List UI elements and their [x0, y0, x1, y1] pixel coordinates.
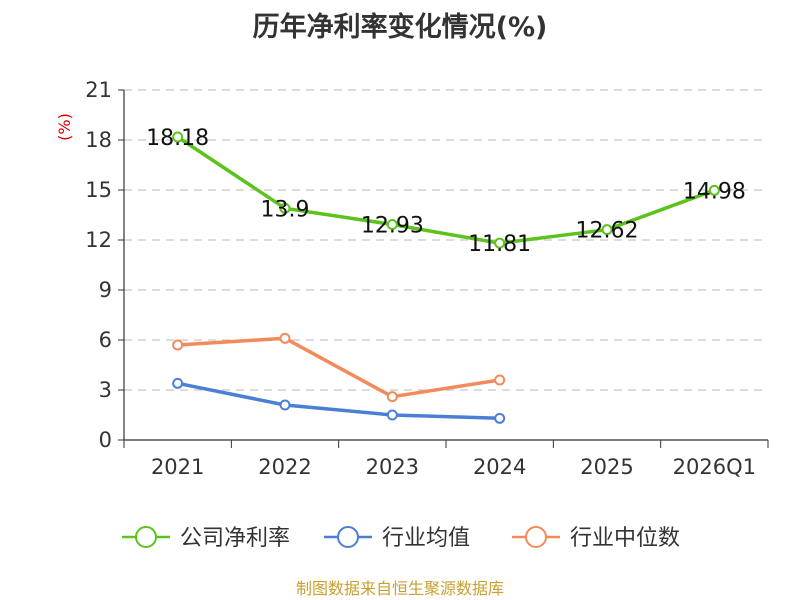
data-label: 11.81: [468, 232, 531, 257]
x-tick-label: 2024: [473, 455, 526, 479]
data-point[interactable]: [279, 202, 291, 214]
data-label: 14.98: [683, 179, 746, 204]
series-line-0: [175, 135, 717, 245]
legend-label: 行业均值: [382, 526, 470, 551]
y-tick-label: 9: [99, 278, 112, 302]
series-layer: 18.18 13.9 12.93 11.81 12.62 14.98: [146, 126, 746, 424]
data-point[interactable]: [494, 237, 506, 249]
y-tick-label: 12: [85, 228, 112, 252]
data-point[interactable]: [494, 412, 506, 424]
x-tick-label: 2022: [258, 455, 311, 479]
grid-lines: [124, 89, 768, 391]
y-tick-label: 15: [85, 178, 112, 202]
data-label: 12.93: [361, 214, 424, 239]
y-tick-label: 18: [85, 128, 112, 152]
source-note: 制图数据来自恒生聚源数据库: [296, 579, 504, 598]
data-point[interactable]: [386, 391, 398, 403]
axes: 0 3 6 9 12 15 18 21 2021 2022 2023 2024 2025 2026Q1: [85, 78, 769, 479]
x-tick-label: 2025: [580, 455, 633, 479]
data-point[interactable]: [172, 377, 184, 389]
chart-title: 历年净利率变化情况(%): [253, 11, 548, 43]
y-tick-label: 21: [85, 78, 112, 102]
legend-label: 公司净利率: [180, 526, 290, 551]
y-tick-label: 0: [99, 428, 112, 452]
legend-item[interactable]: 行业均值: [324, 526, 470, 551]
data-point[interactable]: [386, 219, 398, 230]
data-point[interactable]: [172, 339, 184, 351]
x-tick-label: 2023: [366, 455, 419, 479]
data-point[interactable]: [386, 409, 398, 421]
data-point[interactable]: [494, 374, 506, 386]
legend[interactable]: 公司净利率 行业均值 行业中位数: [122, 526, 680, 551]
data-point[interactable]: [279, 332, 291, 344]
y-tick-label: 6: [99, 328, 112, 352]
data-point[interactable]: [172, 131, 184, 143]
legend-item[interactable]: 行业中位数: [512, 526, 680, 551]
data-label: 18.18: [146, 126, 209, 151]
legend-item[interactable]: 公司净利率: [122, 526, 290, 551]
data-point[interactable]: [601, 224, 613, 236]
legend-marker-icon: [135, 526, 157, 548]
y-axis-label: (%): [55, 113, 74, 141]
data-label: 13.9: [261, 197, 310, 222]
series-line-2: [175, 336, 502, 399]
x-tick-label: 2026Q1: [673, 455, 756, 479]
data-point[interactable]: [279, 399, 291, 411]
series-line-1: [175, 381, 502, 421]
x-tick-label: 2021: [151, 455, 204, 479]
y-tick-label: 3: [99, 378, 112, 402]
data-point[interactable]: [708, 184, 720, 196]
legend-label: 行业中位数: [570, 526, 680, 551]
data-label: 12.62: [576, 219, 639, 244]
legend-marker-icon: [525, 526, 547, 548]
legend-marker-icon: [337, 526, 359, 548]
